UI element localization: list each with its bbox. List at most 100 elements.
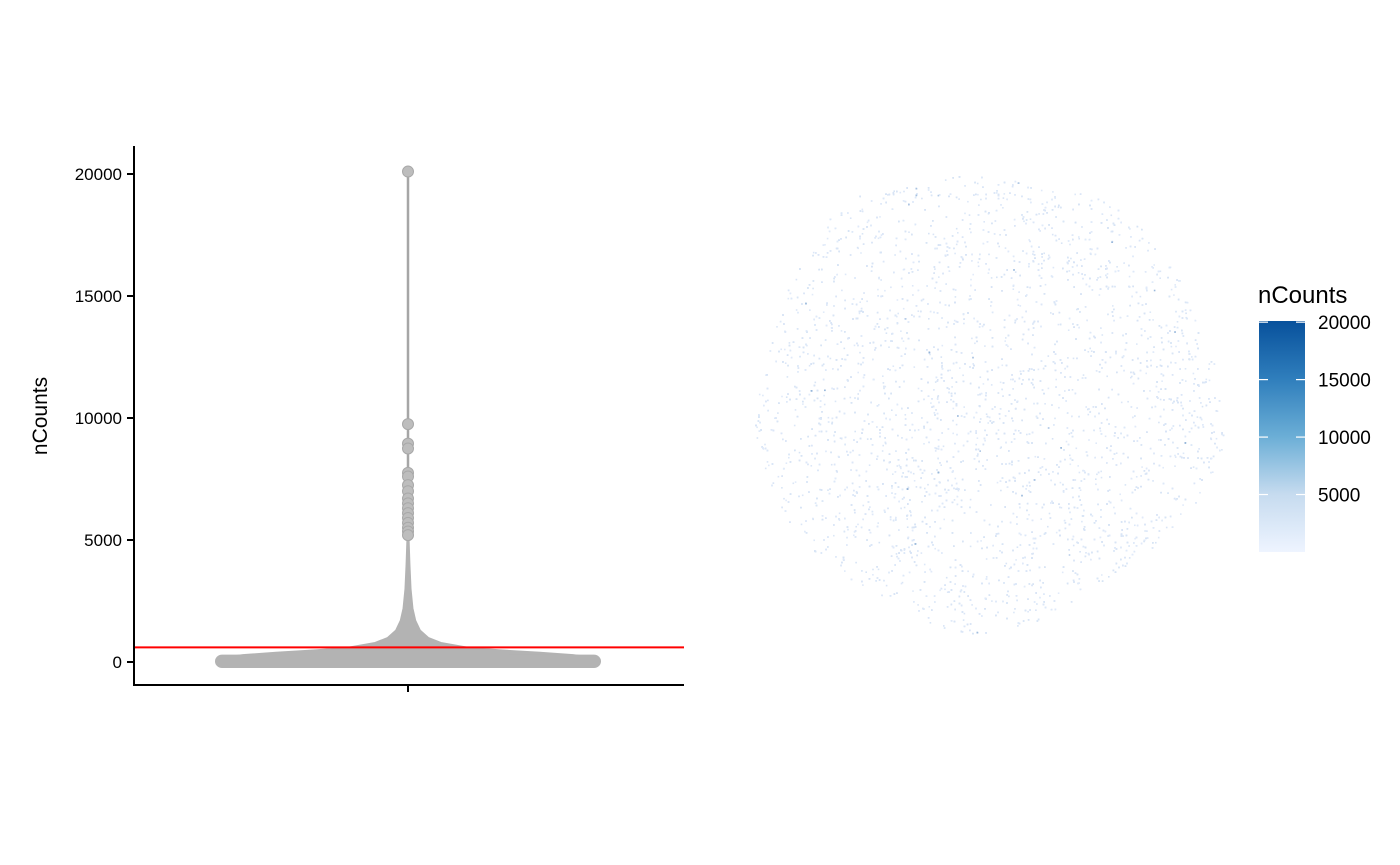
spatial-point xyxy=(967,570,969,573)
spatial-point xyxy=(857,393,859,395)
spatial-point xyxy=(1008,567,1011,570)
spatial-point xyxy=(954,252,956,255)
spatial-point xyxy=(884,385,887,388)
spatial-point xyxy=(1074,479,1077,481)
spatial-point xyxy=(1040,474,1042,476)
spatial-point xyxy=(971,604,973,606)
spatial-point xyxy=(772,482,775,484)
spatial-point xyxy=(891,487,893,489)
spatial-point xyxy=(1212,471,1214,473)
spatial-point xyxy=(928,318,930,320)
spatial-point xyxy=(833,534,835,537)
spatial-point xyxy=(940,356,943,358)
spatial-point xyxy=(893,190,895,192)
spatial-point xyxy=(976,437,979,439)
spatial-point xyxy=(1100,476,1103,479)
spatial-point xyxy=(862,504,865,507)
spatial-point xyxy=(885,332,888,334)
spatial-point xyxy=(1180,513,1182,515)
spatial-point xyxy=(932,233,935,236)
spatial-point xyxy=(983,221,985,223)
spatial-panel xyxy=(755,176,1225,635)
spatial-point xyxy=(957,232,959,234)
spatial-point xyxy=(1191,356,1193,358)
spatial-point xyxy=(912,590,914,592)
spatial-point xyxy=(996,481,999,484)
spatial-point xyxy=(849,396,852,399)
spatial-point xyxy=(1119,493,1121,496)
spatial-point xyxy=(899,191,902,194)
spatial-point xyxy=(777,412,779,414)
spatial-point xyxy=(890,286,892,289)
spatial-point xyxy=(950,398,952,401)
spatial-point xyxy=(908,231,910,233)
spatial-point xyxy=(1061,571,1064,574)
spatial-point xyxy=(810,465,813,467)
spatial-point xyxy=(1196,416,1199,418)
spatial-point xyxy=(982,383,985,385)
spatial-point xyxy=(1155,541,1157,544)
spatial-point xyxy=(1134,524,1136,527)
spatial-point xyxy=(1004,340,1006,342)
spatial-point xyxy=(1221,433,1223,436)
spatial-point xyxy=(1038,213,1040,215)
spatial-point xyxy=(894,254,896,256)
spatial-point xyxy=(998,245,1000,248)
spatial-point xyxy=(913,480,916,482)
spatial-point xyxy=(1015,559,1017,561)
spatial-point xyxy=(843,347,846,350)
spatial-point xyxy=(1071,389,1074,391)
spatial-point xyxy=(1095,483,1097,486)
spatial-point xyxy=(1115,452,1118,454)
spatial-point xyxy=(859,351,861,354)
spatial-point xyxy=(934,447,936,449)
spatial-point xyxy=(1005,562,1008,565)
spatial-point xyxy=(954,296,957,298)
spatial-point xyxy=(1172,402,1174,404)
spatial-point xyxy=(917,429,920,431)
spatial-point xyxy=(883,387,885,390)
spatial-point xyxy=(764,467,767,470)
spatial-point xyxy=(933,412,936,414)
spatial-point xyxy=(1101,574,1103,576)
spatial-point xyxy=(812,287,814,290)
spatial-point xyxy=(872,574,874,576)
spatial-point xyxy=(971,337,973,340)
spatial-point xyxy=(1002,207,1004,209)
spatial-point xyxy=(1175,345,1177,348)
spatial-point xyxy=(756,437,759,439)
spatial-point xyxy=(857,371,859,374)
spatial-point xyxy=(808,364,811,367)
spatial-point xyxy=(877,288,879,291)
spatial-point xyxy=(977,394,979,396)
spatial-point xyxy=(877,522,879,524)
spatial-point xyxy=(1026,433,1028,436)
spatial-point xyxy=(1048,512,1051,515)
spatial-point xyxy=(903,190,905,193)
spatial-point xyxy=(780,348,782,351)
y-axis-label: nCounts xyxy=(29,377,52,455)
spatial-point xyxy=(940,464,942,466)
spatial-point xyxy=(1192,372,1195,375)
spatial-point xyxy=(990,305,992,307)
spatial-point xyxy=(1174,456,1177,458)
spatial-point xyxy=(1095,478,1097,480)
spatial-point xyxy=(785,396,788,398)
y-tick-label: 20000 xyxy=(75,165,122,184)
spatial-point xyxy=(1043,252,1045,255)
spatial-point xyxy=(884,289,886,292)
spatial-point xyxy=(861,233,864,235)
spatial-point xyxy=(1058,406,1060,409)
spatial-point xyxy=(1199,491,1201,494)
spatial-point xyxy=(929,353,931,356)
spatial-point xyxy=(1013,611,1015,614)
spatial-point xyxy=(975,443,977,446)
spatial-point xyxy=(824,389,826,392)
spatial-point xyxy=(900,467,902,470)
spatial-point xyxy=(1044,283,1047,286)
spatial-point xyxy=(946,591,949,593)
spatial-point xyxy=(865,571,867,573)
spatial-point xyxy=(1182,504,1184,506)
spatial-point xyxy=(943,625,945,627)
violin-base xyxy=(215,654,601,668)
